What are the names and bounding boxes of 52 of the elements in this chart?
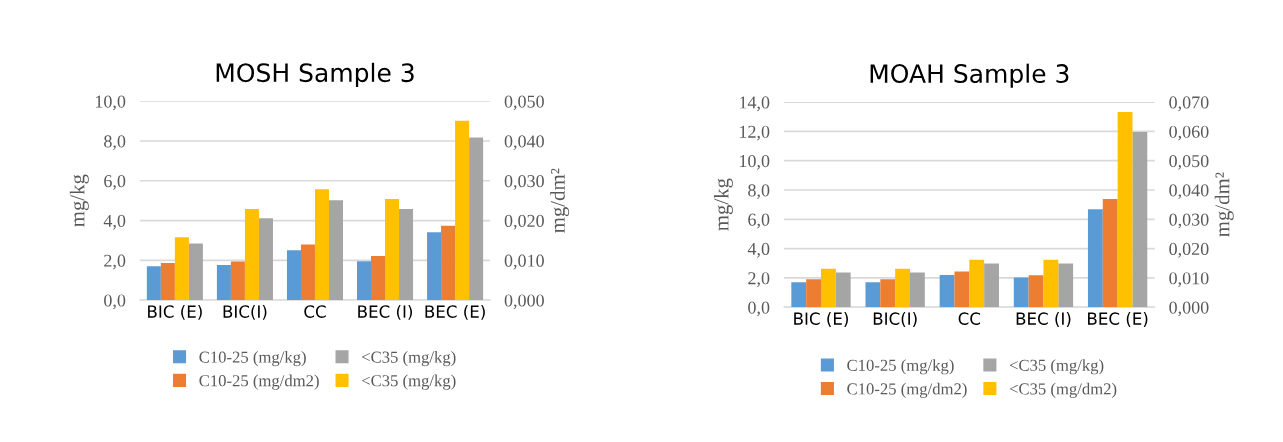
y2-tick-label: 0,040 [1169, 184, 1209, 200]
x-tick-label: BEC (E) [425, 305, 485, 320]
x-tick-label: BEC (E) [1088, 312, 1148, 327]
legend-label: <C35 (mg/dm2) [1009, 382, 1117, 398]
x-tick-label: CC [958, 312, 981, 325]
y-tick-label: 8,0 [748, 184, 770, 200]
y2-tick-label: 0,010 [1169, 272, 1209, 287]
y2-axis-title: mg/dm² [550, 168, 570, 233]
x-tick-label: BIC (E) [148, 305, 202, 320]
legend-label: <C35 (mg/kg) [362, 374, 456, 390]
y2-tick-label: 0,030 [504, 175, 544, 190]
y2-tick-label: 0,000 [1169, 301, 1209, 317]
y-tick-label: 6,0 [748, 213, 770, 229]
x-tick-label: BEC (I) [1016, 312, 1071, 327]
legend-label: C10-25 (mg/dm2) [847, 382, 967, 398]
y2-tick-label: 0,040 [504, 135, 544, 151]
y-tick-label: 4,0 [103, 214, 126, 230]
x-tick-label: BIC(I) [873, 312, 917, 327]
y2-tick-label: 0,000 [504, 294, 544, 310]
y2-tick-label: 0,050 [504, 95, 544, 111]
chart-title: MOSH Sample 3 [216, 62, 414, 87]
y-tick-label: 6,0 [104, 175, 126, 190]
y2-tick-label: 0,050 [1169, 154, 1209, 170]
legend-label: <C35 (mg/kg) [362, 351, 456, 367]
y-tick-label: 0,0 [104, 294, 126, 310]
y2-tick-label: 0,010 [504, 254, 544, 270]
y-tick-label: 8,0 [104, 135, 126, 151]
y2-tick-label: 0,060 [1169, 125, 1209, 141]
y-tick-label: 2,0 [748, 272, 770, 287]
y2-tick-label: 0,020 [1169, 242, 1209, 258]
y2-axis-title: mg/dm² [1214, 172, 1234, 237]
legend-label: C10-25 (mg/dm2) [199, 374, 319, 390]
y-tick-label: 12,0 [740, 125, 770, 141]
y-tick-label: 4,0 [747, 242, 770, 258]
y-axis-title: mg/kg [713, 178, 733, 231]
y-tick-label: 10,0 [740, 154, 770, 170]
y-tick-label: 0,0 [748, 301, 770, 317]
legend-label: C10-25 (mg/kg) [847, 359, 954, 375]
x-tick-label: BIC(I) [223, 305, 267, 320]
y-axis-title: mg/kg [69, 174, 89, 227]
x-tick-label: CC [304, 305, 326, 318]
y-tick-label: 10,0 [95, 95, 126, 111]
legend-label: C10-25 (mg/kg) [199, 351, 306, 367]
y2-tick-label: 0,030 [1169, 213, 1209, 229]
x-tick-label: BEC (I) [358, 305, 412, 320]
chart-title: MOAH Sample 3 [870, 63, 1069, 88]
y2-tick-label: 0,020 [504, 214, 544, 230]
x-tick-label: BIC (E) [794, 312, 848, 327]
y-tick-label: 14,0 [740, 96, 770, 112]
y-tick-label: 2,0 [104, 254, 126, 270]
legend-label: <C35 (mg/kg) [1009, 359, 1104, 375]
y2-tick-label: 0,070 [1169, 96, 1209, 112]
